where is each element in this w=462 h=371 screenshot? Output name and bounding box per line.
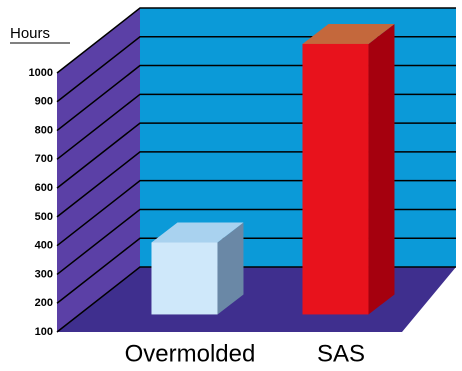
y-tick-label: 500: [35, 211, 53, 223]
side-wall: [57, 8, 140, 332]
y-tick-label: 400: [35, 240, 53, 252]
y-tick-label: 900: [35, 96, 53, 108]
x-tick-label: Overmolded: [125, 340, 256, 367]
y-tick-label: 1000: [29, 67, 53, 79]
y-tick-label: 600: [35, 182, 53, 194]
bar-front: [302, 43, 369, 315]
bar: [151, 222, 244, 315]
y-tick-label: 700: [35, 153, 53, 165]
bar-side: [368, 23, 395, 315]
y-tick-label: 200: [35, 297, 53, 309]
y-tick-label: 100: [35, 326, 53, 338]
y-axis-label: Hours: [10, 25, 50, 42]
bar-front: [151, 242, 218, 315]
bar-top: [151, 222, 244, 243]
bar-top: [302, 23, 395, 44]
bar: [302, 23, 395, 315]
y-tick-label: 300: [35, 268, 53, 280]
bar-side: [217, 222, 244, 315]
y-tick-label: 800: [35, 124, 53, 136]
x-tick-label: SAS: [317, 340, 365, 367]
grid-line: [56, 7, 456, 74]
